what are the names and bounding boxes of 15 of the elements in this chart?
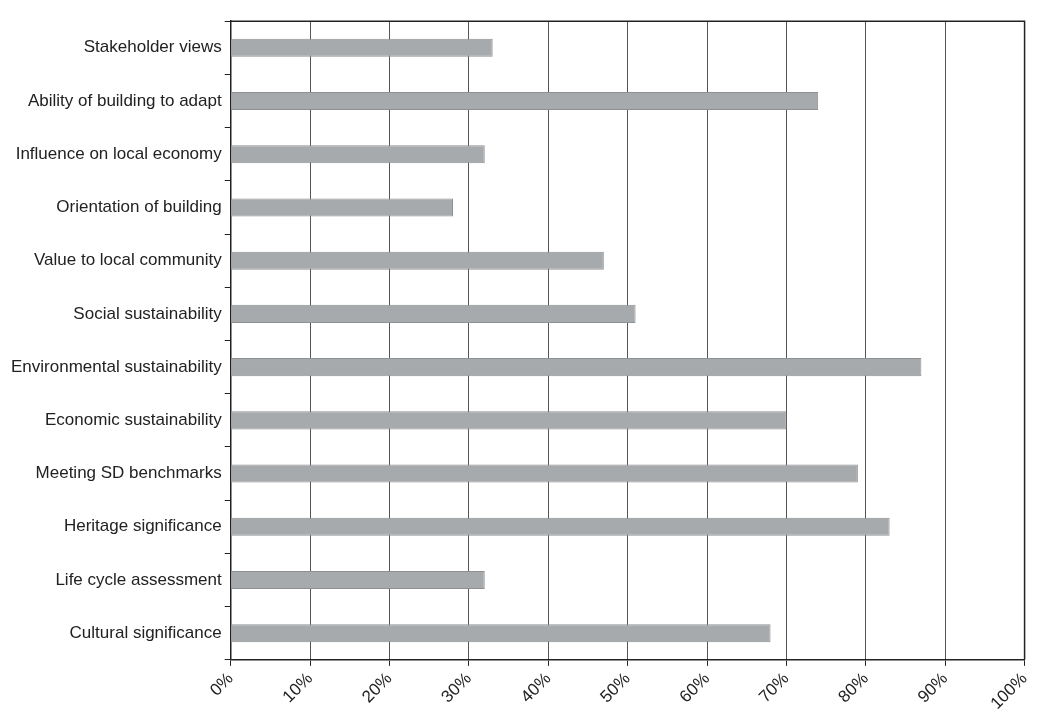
y-tick-label: Ability of building to adapt bbox=[27, 90, 222, 110]
y-tick-label: Orientation of building bbox=[56, 197, 222, 217]
x-tick-label: 70% bbox=[755, 668, 793, 707]
y-tick-label: Value to local community bbox=[34, 250, 223, 270]
y-tick-label: Stakeholder views bbox=[83, 37, 222, 57]
y-tick-label: Life cycle assessment bbox=[55, 569, 222, 589]
x-tick-label: 0% bbox=[206, 668, 237, 700]
y-tick-label: Meeting SD benchmarks bbox=[35, 463, 222, 483]
y-tick-label: Social sustainability bbox=[73, 303, 223, 323]
y-tick-label: Environmental sustainability bbox=[11, 356, 223, 376]
x-tick-label: 40% bbox=[516, 668, 555, 707]
y-tick-label: Economic sustainability bbox=[45, 410, 223, 430]
y-tick-label: Influence on local economy bbox=[15, 143, 223, 163]
y-tick-label: Heritage significance bbox=[63, 516, 222, 536]
y-tick-label: Cultural significance bbox=[69, 622, 222, 642]
